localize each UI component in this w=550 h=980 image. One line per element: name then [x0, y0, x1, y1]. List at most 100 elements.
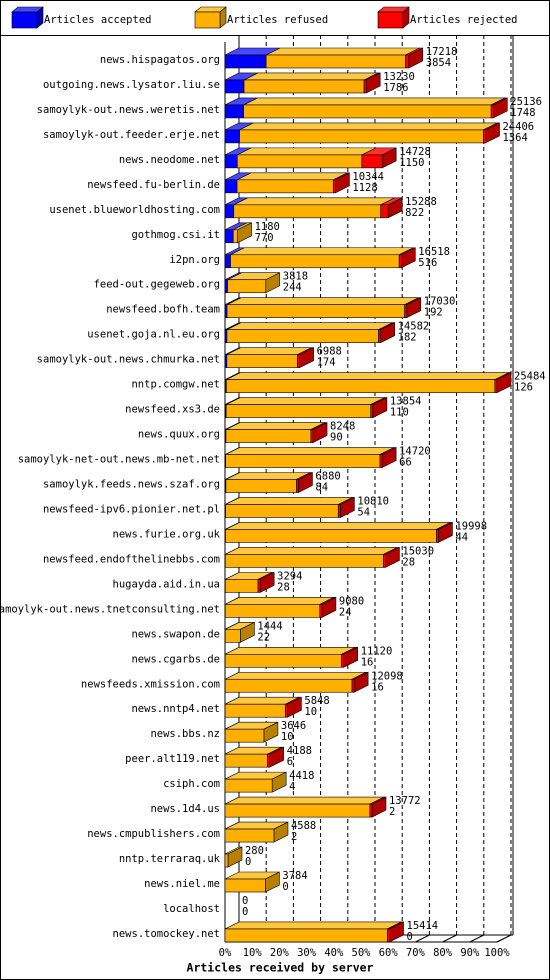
accepted-label: 84	[315, 481, 328, 493]
x-tick-label: 50%	[352, 947, 372, 959]
category-label: newsfeeds.xmission.com	[81, 678, 220, 690]
bar-front	[224, 629, 241, 643]
bar-top	[224, 921, 402, 930]
bar-segment	[224, 172, 252, 194]
bar-top	[266, 47, 420, 56]
category-label: news.tomockey.net	[113, 928, 220, 940]
accepted-label: 0	[407, 931, 413, 943]
bar-front	[225, 504, 339, 518]
bar-front	[224, 104, 244, 119]
total-label: 24406	[502, 121, 534, 133]
bar-front	[224, 279, 228, 294]
bar-segment	[226, 347, 312, 368]
category-label: news.hispagatos.org	[100, 54, 220, 66]
category-label: samoylyk-out.feeder.erje.net	[43, 129, 220, 141]
x-tick	[469, 934, 485, 943]
total-label: 17218	[426, 46, 458, 58]
category-label: usenet.goja.nl.eu.org	[87, 329, 220, 341]
accepted-label: 192	[424, 307, 443, 319]
bar-front	[224, 703, 286, 718]
bar-segment	[243, 97, 506, 119]
accepted-label: 1786	[383, 82, 408, 94]
legend-item: Articles refused	[194, 6, 328, 29]
category-label: newsfeed.xs3.de	[125, 404, 220, 416]
bar-top	[225, 597, 334, 605]
accepted-label: 0	[282, 881, 288, 893]
x-tick-label: 10%	[243, 947, 263, 959]
bar-top	[225, 472, 311, 480]
legend-item: Articles rejected	[377, 6, 517, 29]
category-label: news.cmpublishers.com	[87, 828, 220, 840]
x-tick-label: 100%	[484, 947, 510, 959]
bar-segment	[239, 122, 498, 144]
total-label: 3784	[282, 870, 307, 882]
total-label: 16518	[418, 246, 450, 258]
bar-front	[225, 404, 372, 418]
category-label: samoylyk-net-out.news.mb-net.net	[18, 454, 220, 466]
bar-top	[226, 397, 385, 405]
accepted-label: 3854	[426, 57, 451, 69]
total-label: 10344	[352, 171, 384, 183]
bar-front	[236, 179, 334, 194]
bar-front	[226, 304, 405, 319]
bar-front	[225, 429, 312, 443]
bar-segment	[380, 197, 403, 219]
x-tick-label: 80%	[433, 947, 453, 959]
bar-segment	[224, 746, 282, 768]
category-label: i2pn.org	[169, 254, 220, 266]
legend-swatch	[194, 11, 221, 29]
accepted-label: 516	[418, 257, 437, 269]
bar-top	[225, 646, 356, 655]
category-label: news.1d4.us	[150, 803, 220, 815]
accepted-label: 244	[283, 282, 302, 294]
bar-front	[224, 828, 275, 843]
bar-front	[361, 154, 383, 169]
bar-top	[225, 447, 395, 455]
bar-front	[224, 129, 240, 144]
bar-top	[225, 671, 367, 680]
category-label: samoylyk-out.news.tnetconsulting.net	[0, 603, 220, 615]
bar-front	[382, 554, 386, 568]
bar-segment	[224, 871, 280, 893]
accepted-label: 22	[257, 631, 270, 643]
total-label: 0	[242, 895, 248, 907]
category-label: localhost	[163, 903, 220, 915]
bar-segment	[369, 796, 387, 818]
bar-segment	[225, 472, 311, 493]
accepted-label: 24	[339, 606, 352, 618]
bar-segment	[379, 447, 397, 469]
bar-segment	[483, 122, 500, 144]
bar-front	[224, 678, 353, 693]
accepted-label: 0	[245, 856, 251, 868]
bar-front	[225, 529, 437, 543]
bar-front	[494, 379, 498, 393]
bar-segment	[225, 397, 385, 418]
bar-front	[284, 703, 288, 718]
bar-front	[369, 803, 373, 818]
bar-segment	[382, 546, 400, 568]
bar-segment	[224, 796, 384, 818]
x-axis-label: Articles received by server	[187, 961, 374, 975]
bar-segment	[224, 771, 287, 793]
x-tick-label: 40%	[324, 947, 344, 959]
accepted-label: 66	[399, 457, 412, 469]
bar-segment	[224, 597, 334, 618]
bar-front	[257, 579, 261, 593]
category-label: samoylyk-out.news.weretis.net	[37, 104, 220, 116]
accepted-label: 1748	[510, 107, 535, 119]
accepted-label: 90	[330, 432, 343, 444]
legend-label: Articles refused	[227, 14, 328, 26]
bar-segment	[224, 47, 281, 69]
category-label: news.nntp4.net	[131, 703, 220, 715]
x-tick-label: 30%	[297, 947, 317, 959]
bar-front	[226, 354, 298, 368]
bar-front	[490, 104, 494, 119]
category-label: news.furie.org.uk	[113, 528, 221, 540]
bar-segment	[490, 97, 508, 119]
total-label: 3818	[283, 271, 308, 283]
total-label: 13772	[389, 795, 421, 807]
bar-front	[224, 54, 267, 69]
bar-segment	[224, 547, 398, 568]
legend-item: Articles accepted	[11, 6, 151, 29]
x-tick-label: 20%	[270, 947, 290, 959]
